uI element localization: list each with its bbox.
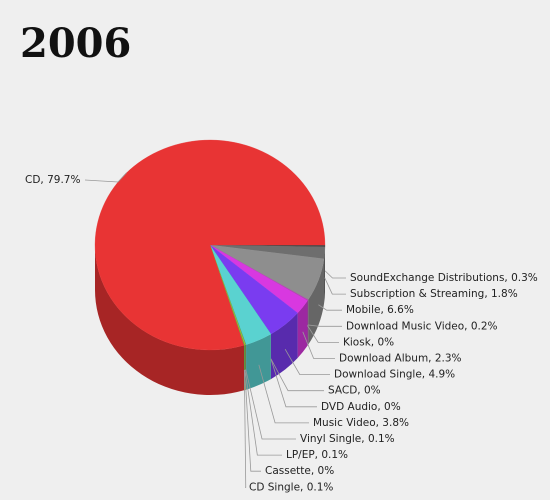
leader-line <box>302 331 335 359</box>
leader-line <box>244 369 261 472</box>
leader-line <box>324 270 346 279</box>
chart-title: 2006 <box>20 20 131 67</box>
data-label: Vinyl Single, 0.1% <box>300 433 395 445</box>
data-label: CD, 79.7% <box>25 174 80 186</box>
data-label: SoundExchange Distributions, 0.3% <box>350 272 538 284</box>
data-label: Download Music Video, 0.2% <box>346 320 498 332</box>
data-label: Subscription & Streaming, 1.8% <box>350 288 518 300</box>
slice-side <box>308 258 324 345</box>
data-label: Download Single, 4.9% <box>334 369 455 381</box>
leader-line <box>84 172 127 183</box>
slice-side <box>95 245 245 395</box>
data-label: Kiosk, 0% <box>343 336 394 348</box>
slice-side <box>323 246 325 304</box>
data-label: Cassette, 0% <box>265 465 334 477</box>
data-label: Mobile, 6.6% <box>346 304 414 316</box>
leader-line <box>307 324 342 327</box>
leader-line <box>270 358 324 392</box>
leader-line <box>245 369 296 440</box>
leader-line <box>284 349 330 376</box>
leader-line <box>324 277 346 295</box>
leader-line <box>243 369 247 488</box>
slice-side <box>270 312 298 380</box>
slice-side <box>297 300 308 358</box>
slice-side <box>246 334 271 390</box>
leader-line <box>318 304 342 311</box>
leader-line <box>270 358 317 408</box>
data-label: Music Video, 3.8% <box>313 417 409 429</box>
data-label: CD Single, 0.1% <box>249 481 333 493</box>
leader-line <box>244 369 282 456</box>
data-label: SACD, 0% <box>328 385 381 397</box>
data-label: DVD Audio, 0% <box>321 401 401 413</box>
data-label: Download Album, 2.3% <box>339 353 462 365</box>
data-label: LP/EP, 0.1% <box>286 449 348 461</box>
slice-top <box>94 139 326 351</box>
leader-line <box>258 364 309 424</box>
leader-line <box>307 325 339 343</box>
slice-side <box>307 299 309 346</box>
